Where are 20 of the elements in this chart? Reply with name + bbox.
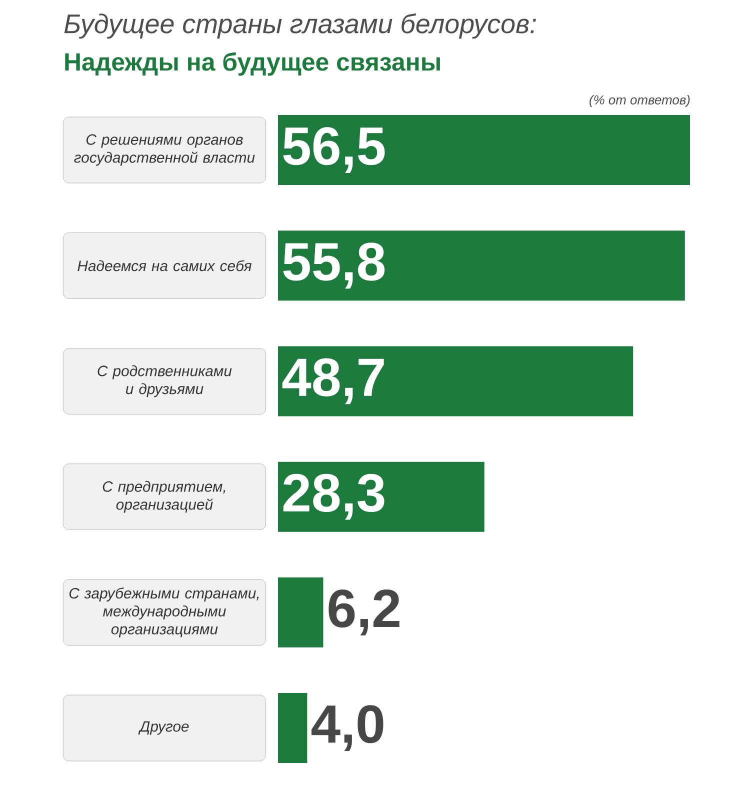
- data-label: 6,2: [328, 589, 400, 636]
- y-tick-label: С родственниками и друзьями: [98, 365, 232, 398]
- chart-title: Будущее страны глазами белорусов:: [64, 13, 536, 39]
- data-label: 4,0: [312, 705, 384, 751]
- bar: [278, 346, 634, 416]
- bar: [278, 577, 324, 648]
- y-tick-label: Другое: [138, 721, 189, 735]
- annotation: (% от ответов): [590, 94, 690, 108]
- bar: [278, 693, 308, 764]
- bar: [278, 115, 690, 186]
- data-label: 56,5: [283, 127, 385, 173]
- data-label: 55,8: [283, 242, 385, 289]
- data-label: 28,3: [283, 474, 384, 520]
- y-tick-label: С решениями органов государственной власти: [74, 134, 255, 166]
- y-tick-label: С предприятием, организацией: [102, 480, 226, 513]
- chart-subtitle: Надежды на будущее связаны: [65, 52, 440, 76]
- bar: [278, 230, 685, 301]
- data-label: 48,7: [282, 358, 384, 404]
- y-tick-label: Надеемся на самих себя: [78, 260, 252, 272]
- y-tick-label: С зарубежными странами, международными организациями: [69, 587, 259, 638]
